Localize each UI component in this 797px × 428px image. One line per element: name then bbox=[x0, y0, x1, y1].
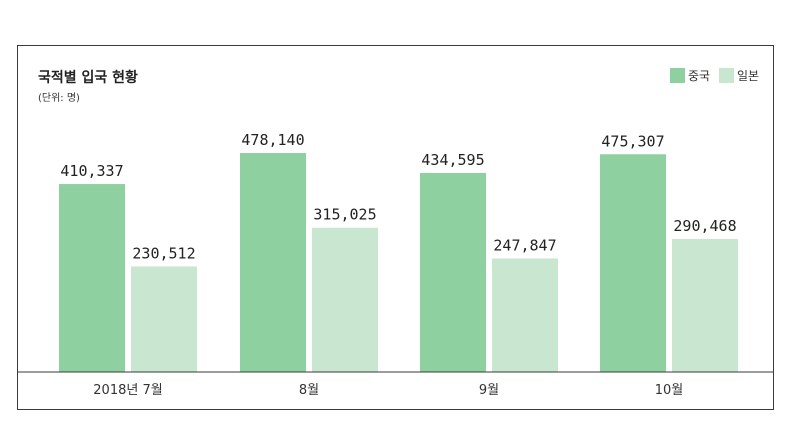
x-tick-labels-group: 2018년 7월 8월 9월 10월 bbox=[93, 383, 683, 398]
bar-japan-3 bbox=[672, 238, 738, 372]
value-label-japan-1: 315,025 bbox=[313, 206, 376, 224]
legend-label-china: 중국 bbox=[688, 69, 710, 83]
x-tick-label-0: 2018년 7월 bbox=[93, 383, 162, 398]
bar-china-3 bbox=[600, 154, 666, 372]
x-tick-label-1: 8월 bbox=[299, 383, 319, 398]
bar-japan-0 bbox=[131, 266, 197, 372]
value-label-japan-3: 290,468 bbox=[673, 217, 736, 235]
bar-china-0 bbox=[59, 184, 125, 372]
x-tick-label-3: 10월 bbox=[655, 383, 684, 398]
legend-swatch-china bbox=[670, 68, 685, 83]
value-label-japan-2: 247,847 bbox=[493, 236, 556, 254]
bars-group bbox=[59, 153, 738, 372]
legend-label-japan: 일본 bbox=[737, 69, 759, 83]
value-label-china-2: 434,595 bbox=[421, 151, 484, 169]
bar-china-2 bbox=[420, 172, 486, 372]
bar-china-1 bbox=[240, 153, 306, 372]
value-labels-group: 410,337 230,512 478,140 315,025 434,595 247,8… bbox=[60, 131, 736, 262]
value-label-china-0: 410,337 bbox=[60, 162, 123, 180]
bar-japan-1 bbox=[312, 227, 378, 372]
chart-title: 국적별 입국 현황 bbox=[38, 69, 138, 86]
chart-unit: (단위: 명) bbox=[38, 91, 80, 104]
x-tick-label-2: 9월 bbox=[479, 383, 499, 398]
value-label-china-3: 475,307 bbox=[601, 132, 664, 150]
bar-japan-2 bbox=[492, 258, 558, 372]
value-label-china-1: 478,140 bbox=[241, 131, 304, 149]
value-label-japan-0: 230,512 bbox=[132, 244, 195, 262]
legend-swatch-japan bbox=[719, 68, 734, 83]
